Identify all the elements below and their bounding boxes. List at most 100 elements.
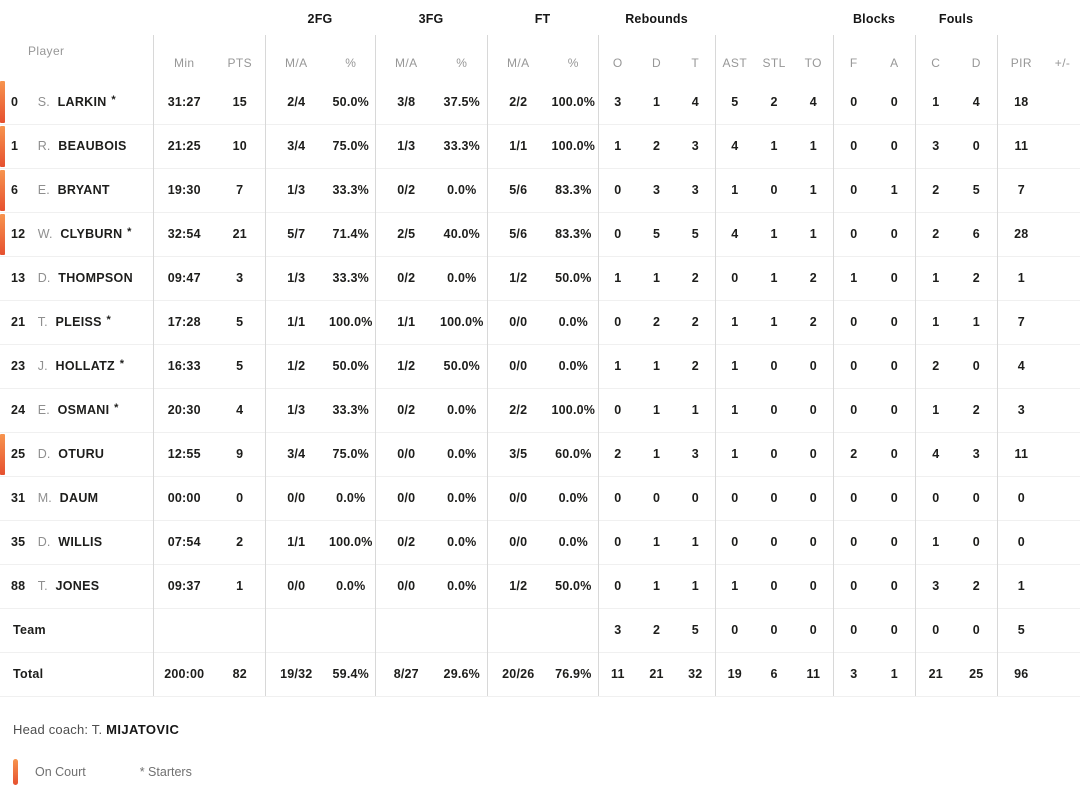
player-cell: Total <box>0 651 153 697</box>
cell-3fg-pct: 50.0% <box>437 343 488 388</box>
cell-ast: 1 <box>714 563 755 608</box>
cell-reb-o: 11 <box>597 651 638 697</box>
table-row[interactable]: 23 J. HOLLATZ * 16:33 5 1/2 50.0% 1/2 50… <box>0 343 1080 388</box>
player-number: 24 <box>11 403 26 417</box>
cell-reb-o: 1 <box>597 123 638 168</box>
cell-3fg-ma: 0/2 <box>374 255 438 300</box>
group-header-ft: FT <box>534 11 551 26</box>
table-row[interactable]: 13 D. THOMPSON 09:47 3 1/3 33.3% 0/2 0.0… <box>0 255 1080 300</box>
cell-foul-c: 3 <box>914 563 957 608</box>
player-name: BRYANT <box>57 183 110 197</box>
player-cell: 6 E. BRYANT <box>0 167 153 212</box>
table-row[interactable]: 88 T. JONES 09:37 1 0/0 0.0% 0/0 0.0% 1/… <box>0 563 1080 608</box>
cell-blk-f: 0 <box>832 387 875 432</box>
cell-pts: 10 <box>215 123 265 168</box>
cell-pir: 0 <box>996 519 1046 564</box>
cell-to: 1 <box>794 123 834 168</box>
cell-reb-t: 3 <box>676 431 716 476</box>
cell-reb-d: 1 <box>637 343 677 388</box>
table-row[interactable]: 12 W. CLYBURN * 32:54 21 5/7 71.4% 2/5 4… <box>0 211 1080 256</box>
table-row[interactable]: 35 D. WILLIS 07:54 2 1/1 100.0% 0/2 0.0%… <box>0 519 1080 564</box>
cell-ft-pct: 100.0% <box>549 123 599 168</box>
cell-ast: 1 <box>714 167 755 212</box>
group-spacer-pir <box>997 2 1080 35</box>
cell-blk-a: 0 <box>874 123 916 168</box>
cell-blk-f: 0 <box>832 123 875 168</box>
cell-reb-o: 0 <box>597 387 638 432</box>
table-row[interactable]: 6 E. BRYANT 19:30 7 1/3 33.3% 0/2 0.0% 5… <box>0 167 1080 212</box>
cell-3fg-ma: 1/3 <box>374 123 438 168</box>
table-row[interactable]: 1 R. BEAUBOIS 21:25 10 3/4 75.0% 1/3 33.… <box>0 123 1080 168</box>
player-number: 6 <box>11 183 19 197</box>
cell-pts: 2 <box>215 519 265 564</box>
cell-3fg-pct: 0.0% <box>437 431 488 476</box>
player-name: THOMPSON <box>58 271 133 285</box>
table-row[interactable]: 25 D. OTURU 12:55 9 3/4 75.0% 0/0 0.0% 3… <box>0 431 1080 476</box>
cell-ast: 1 <box>714 343 755 388</box>
cell-pir: 4 <box>996 343 1046 388</box>
cell-foul-c: 3 <box>914 123 957 168</box>
cell-pts <box>215 607 265 652</box>
cell-foul-d: 2 <box>956 563 998 608</box>
col-header-2fg-ma: M/A <box>264 35 327 80</box>
cell-reb-t: 5 <box>676 211 716 256</box>
table-row[interactable]: 0 S. LARKIN * 31:27 15 2/4 50.0% 3/8 37.… <box>0 80 1080 124</box>
cell-ft-pct: 0.0% <box>549 299 599 344</box>
cell-reb-o: 1 <box>597 343 638 388</box>
cell-pts: 7 <box>215 167 265 212</box>
player-number: 12 <box>11 227 26 241</box>
table-row[interactable]: 24 E. OSMANI * 20:30 4 1/3 33.3% 0/2 0.0… <box>0 387 1080 432</box>
cell-foul-c: 21 <box>914 651 957 697</box>
cell-to: 0 <box>794 519 834 564</box>
cell-foul-d: 1 <box>956 299 998 344</box>
player-initial: R. <box>37 139 51 153</box>
col-header-reb-o: O <box>597 35 638 80</box>
cell-3fg-ma: 0/2 <box>374 387 438 432</box>
group-spacer-aststlto <box>715 2 833 35</box>
cell-to: 0 <box>794 431 834 476</box>
cell-min: 00:00 <box>152 475 215 520</box>
cell-2fg-pct: 75.0% <box>327 123 376 168</box>
cell-blk-a: 1 <box>874 167 916 212</box>
cell-blk-a: 0 <box>874 299 916 344</box>
group-header-blocks: Blocks <box>852 11 896 26</box>
cell-stl: 0 <box>754 519 795 564</box>
starter-mark: * <box>114 402 119 414</box>
col-header-min: Min <box>152 35 215 80</box>
cell-pts: 21 <box>215 211 265 256</box>
cell-ft-ma: 0/0 <box>486 299 550 344</box>
player-cell: 12 W. CLYBURN * <box>0 211 153 256</box>
cell-min: 09:37 <box>152 563 215 608</box>
cell-reb-d: 1 <box>637 519 677 564</box>
cell-2fg-ma: 0/0 <box>264 475 327 520</box>
cell-blk-f: 0 <box>832 475 875 520</box>
table-row[interactable]: 21 T. PLEISS * 17:28 5 1/1 100.0% 1/1 10… <box>0 299 1080 344</box>
cell-3fg-ma <box>374 607 438 652</box>
col-header-plus-minus: +/- <box>1054 56 1071 70</box>
cell-2fg-ma: 1/3 <box>264 387 327 432</box>
cell-to: 0 <box>794 475 834 520</box>
cell-plus-minus <box>1045 431 1080 476</box>
cell-3fg-pct: 100.0% <box>437 299 488 344</box>
head-coach-label: Head coach: T. <box>13 721 103 737</box>
cell-3fg-pct: 0.0% <box>437 167 488 212</box>
cell-foul-d: 0 <box>956 519 998 564</box>
player-number: 1 <box>11 139 19 153</box>
cell-reb-t: 2 <box>676 343 716 388</box>
cell-ft-ma: 5/6 <box>486 211 550 256</box>
cell-stl: 0 <box>754 387 795 432</box>
cell-ft-pct: 0.0% <box>549 475 599 520</box>
player-name: WILLIS <box>58 535 103 549</box>
cell-ast: 0 <box>714 607 755 652</box>
cell-3fg-pct: 0.0% <box>437 519 488 564</box>
cell-2fg-ma: 1/3 <box>264 167 327 212</box>
player-number: 13 <box>11 271 26 285</box>
cell-3fg-ma: 1/2 <box>374 343 438 388</box>
table-row[interactable]: 31 M. DAUM 00:00 0 0/0 0.0% 0/0 0.0% 0/0… <box>0 475 1080 520</box>
cell-foul-d: 0 <box>956 343 998 388</box>
cell-ft-ma: 2/2 <box>486 387 550 432</box>
cell-reb-o: 1 <box>597 255 638 300</box>
on-court-label: On Court <box>35 764 86 779</box>
cell-2fg-pct: 33.3% <box>327 167 376 212</box>
cell-min: 09:47 <box>152 255 215 300</box>
